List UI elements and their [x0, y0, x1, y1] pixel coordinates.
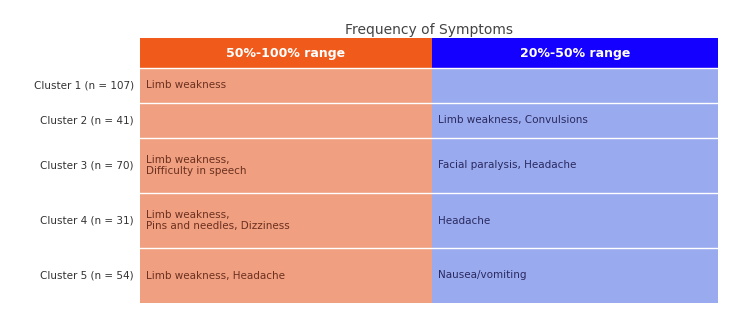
Text: Cluster 3 (n = 70): Cluster 3 (n = 70) — [41, 161, 134, 170]
Bar — [432, 193, 718, 248]
Bar — [432, 68, 718, 103]
Text: Limb weakness,
Difficulty in speech: Limb weakness, Difficulty in speech — [146, 155, 246, 176]
Bar — [432, 248, 718, 303]
Text: Cluster 5 (n = 54): Cluster 5 (n = 54) — [41, 270, 134, 281]
Bar — [140, 68, 432, 103]
Text: Limb weakness,
Pins and needles, Dizziness: Limb weakness, Pins and needles, Dizzine… — [146, 210, 290, 231]
Text: Frequency of Symptoms: Frequency of Symptoms — [345, 23, 513, 37]
Text: Cluster 4 (n = 31): Cluster 4 (n = 31) — [41, 215, 134, 226]
Bar — [140, 103, 432, 138]
Bar — [432, 138, 718, 193]
Text: Limb weakness, Convulsions: Limb weakness, Convulsions — [438, 115, 588, 126]
Text: Headache: Headache — [438, 215, 491, 226]
Text: Facial paralysis, Headache: Facial paralysis, Headache — [438, 161, 576, 170]
Text: Cluster 2 (n = 41): Cluster 2 (n = 41) — [41, 115, 134, 126]
Bar — [140, 193, 432, 248]
Text: 50%-100% range: 50%-100% range — [226, 46, 346, 60]
Bar — [140, 138, 432, 193]
Text: Limb weakness, Headache: Limb weakness, Headache — [146, 270, 285, 281]
Text: Nausea/vomiting: Nausea/vomiting — [438, 270, 526, 281]
Bar — [432, 103, 718, 138]
Text: Cluster 1 (n = 107): Cluster 1 (n = 107) — [34, 80, 134, 91]
Text: 20%-50% range: 20%-50% range — [519, 46, 630, 60]
Bar — [140, 248, 432, 303]
Bar — [432, 38, 718, 68]
Bar — [140, 38, 432, 68]
Text: Limb weakness: Limb weakness — [146, 80, 226, 91]
